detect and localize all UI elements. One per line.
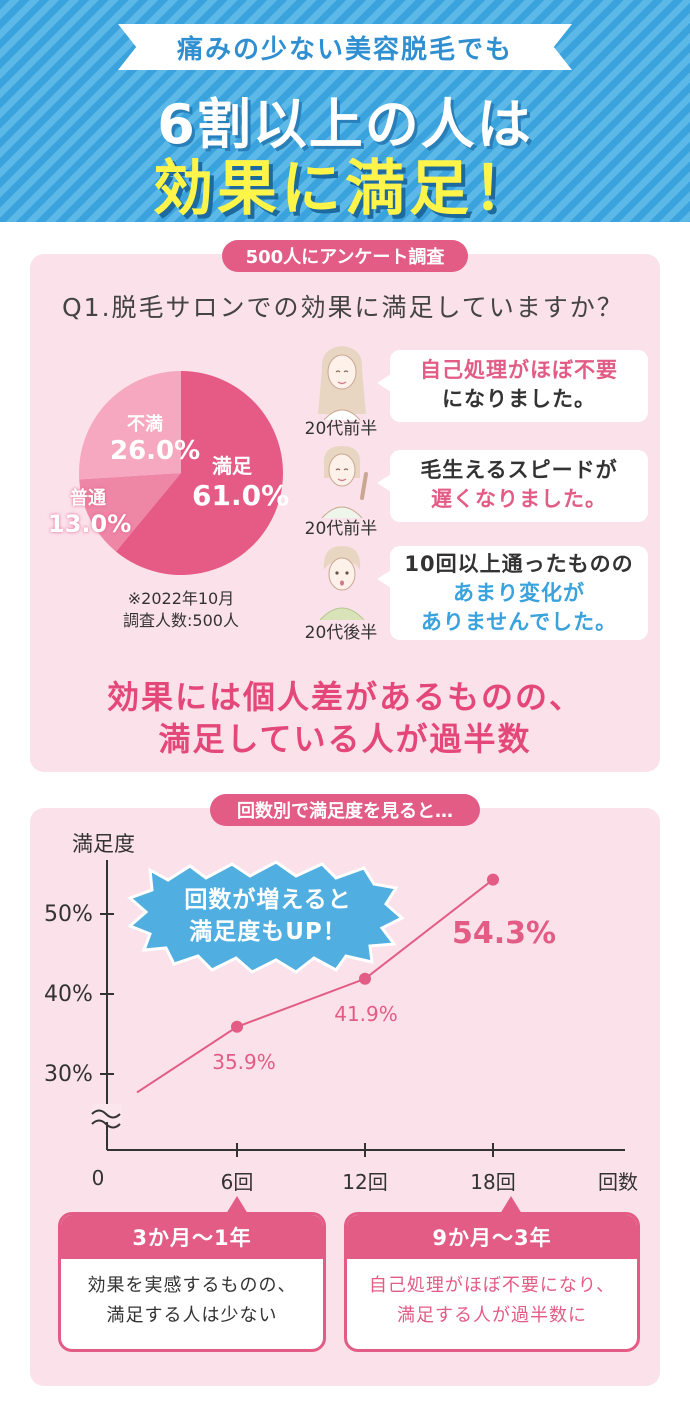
line-chart-badge: 回数別で満足度を見ると… [210, 794, 480, 826]
data-point-12 [359, 972, 371, 985]
period-card-2: 9か月〜3年 自己処理がほぼ不要になり、 満足する人が過半数に [344, 1212, 640, 1352]
y-axis-label: 満足度 [72, 832, 135, 856]
header-banner: 痛みの少ない美容脱毛でも 6割以上の人は 効果に満足！ [0, 0, 690, 224]
comment-age-2: 20代前半 [304, 519, 378, 539]
period-card-1: 3か月〜1年 効果を実感するものの、 満足する人は少ない [58, 1212, 326, 1352]
y-tick-30: 30% [44, 1062, 93, 1087]
comment-age-1: 20代前半 [304, 419, 378, 439]
pie-label-futsu: 普通 13.0% [48, 488, 132, 538]
period-card-1-body: 効果を実感するものの、 満足する人は少ない [87, 1275, 297, 1326]
y-tick-50: 50% [44, 902, 93, 927]
period-card-2-body: 自己処理がほぼ不要になり、 満足する人が過半数に [368, 1275, 616, 1326]
x-tick-18: 18回 [470, 1170, 516, 1194]
data-label-12: 41.9% [334, 1002, 398, 1026]
pie-slice-1 [79, 473, 181, 552]
header-title-line1: 6割以上の人は [157, 93, 533, 156]
data-label-18: 54.3% [452, 916, 557, 951]
x-tick-0: 0 [91, 1166, 105, 1190]
x-tick-12: 12回 [342, 1170, 388, 1194]
card-pointer-2 [500, 1196, 522, 1214]
survey-note: ※2022年10月 調査人数:500人 [123, 589, 239, 630]
comment-bubble-1: 自己処理がほぼ不要 になりました。 [377, 350, 648, 422]
header-title-line2: 効果に満足！ [153, 154, 537, 224]
callout-text: 回数が増えると 満足度もUP！ [184, 887, 352, 945]
data-point-6 [231, 1020, 243, 1033]
card-pointer-1 [226, 1196, 248, 1214]
data-point-18 [487, 873, 499, 886]
comment-bubble-3: 10回以上通ったものの あまり変化が ありませんでした。 [377, 546, 648, 640]
period-card-2-title: 9か月〜3年 [347, 1215, 637, 1259]
pie-chart [79, 371, 283, 575]
woman-long-hair-avatar [318, 346, 366, 420]
x-axis-label: 回数 [598, 1170, 638, 1194]
pie-slice-2 [79, 371, 181, 480]
comment-bubble-2: 毛生えるスピードが 遅くなりました。 [377, 450, 648, 522]
x-tick-6: 6回 [220, 1170, 254, 1194]
woman-pointing-avatar [321, 446, 368, 518]
y-tick-40: 40% [44, 982, 93, 1007]
data-label-6: 35.9% [212, 1050, 276, 1074]
header-ribbon: 痛みの少ない美容脱毛でも [118, 24, 572, 70]
axis-break-mark [91, 1109, 121, 1129]
period-card-1-title: 3か月〜1年 [61, 1215, 323, 1259]
pie-slice-0 [115, 371, 283, 575]
survey-question: Q1.脱毛サロンでの効果に満足していますか？ [62, 293, 624, 322]
survey-badge: 500人にアンケート調査 [222, 240, 468, 272]
comment-age-3: 20代後半 [304, 623, 378, 643]
survey-summary-line1: 効果には個人差があるものの、 [106, 678, 583, 716]
survey-summary-line2: 満足している人が過半数 [158, 720, 532, 758]
satisfaction-line [136, 878, 494, 1094]
axis-break-bg [92, 1104, 122, 1122]
callout-burst [127, 860, 405, 974]
woman-surprised-avatar [319, 546, 365, 620]
